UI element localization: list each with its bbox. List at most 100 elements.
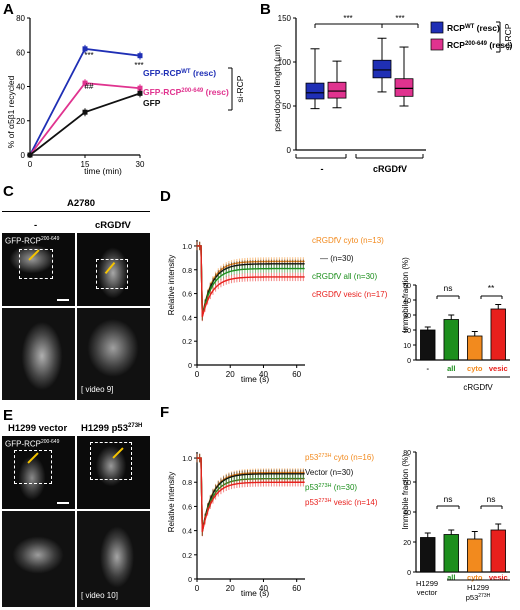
bar-0 (420, 537, 436, 573)
y-tick-label: 0.8 (182, 268, 192, 275)
panel-e-image-bottom-right: [ video 10] (77, 511, 150, 607)
panel-f-group-p53-1: H1299 (467, 583, 489, 592)
panel-f-xlabel: time (s) (241, 588, 270, 598)
y-tick-label: 0 (287, 146, 292, 155)
bar-2 (467, 335, 483, 361)
y-tick-label: 20 (16, 117, 25, 126)
bar-label: vesic (489, 364, 508, 373)
panel-b-group-crgdfv: cRGDfV (373, 164, 407, 174)
panel-d-chart: Relative intensity time (s) 1.0 0.8 0.6 0.4… (167, 236, 510, 392)
y-tick-label: 0.2 (182, 339, 192, 346)
y-tick-label: 0.6 (182, 504, 192, 511)
y-tick-label: 0 (21, 151, 26, 160)
frap-curve-3 (197, 245, 305, 318)
panel-letter-d: D (160, 188, 171, 205)
panel-f-legend-all: p53273H (n=30) (305, 483, 357, 492)
y-tick-label: 0.4 (182, 315, 192, 322)
panel-letter-e: E (3, 407, 14, 424)
y-tick-label: 60 (16, 48, 25, 57)
y-tick-label: 100 (278, 58, 292, 67)
panel-a-sig-200: ## (85, 82, 94, 91)
panel-letter-f: F (160, 404, 170, 421)
bar-0 (420, 329, 436, 361)
panel-a-sig-wt15: *** (84, 51, 93, 60)
y-tick-label: 30 (403, 313, 411, 320)
panel-d-ylabel: Relative intensity (167, 255, 176, 315)
x-tick-label: 40 (259, 584, 268, 593)
panel-a-ylabel: % of α5β1 recycled (6, 75, 16, 148)
panel-e-image-label: GFP-RCP200-649 (5, 439, 60, 449)
frap-curve-1 (197, 457, 305, 532)
panel-b-legend-200: RCP200-649 (resc) (447, 40, 513, 50)
panel-e-image-top-left: GFP-RCP200-649 (2, 436, 75, 509)
x-tick-label: 60 (292, 370, 301, 379)
data-point (137, 85, 143, 91)
panel-a-chart: % of α5β1 recycled time (min) 0 20 40 60 80 0… (6, 14, 245, 176)
panel-d-sig-star: ** (488, 283, 495, 293)
panel-d-legend-all: cRGDfV all (n=30) (312, 272, 377, 281)
panel-d-legend-vesic: cRGDfV vesic (n=17) (312, 290, 388, 299)
data-point (27, 152, 33, 158)
panel-f-group-p53-2: p53273H (466, 593, 491, 602)
panel-letter-c: C (3, 183, 14, 200)
panel-c-image-label: GFP-RCP200-649 (5, 236, 60, 246)
bar-3 (490, 308, 506, 361)
panel-c-image-bottom-right: [ video 9] (77, 308, 150, 400)
panel-e-cond-left: H1299 vector (8, 423, 68, 434)
y-tick-label: 20 (403, 328, 411, 335)
y-tick-label: 40 (403, 510, 411, 517)
x-tick-label: 30 (136, 160, 145, 169)
x-tick-label: 20 (226, 584, 235, 593)
bar-label: - (427, 364, 430, 373)
x-tick-label: 0 (28, 160, 33, 169)
panel-b-sig-2: *** (395, 14, 404, 23)
panel-f-ylabel: Relative intensity (167, 472, 176, 532)
panel-letter-a: A (3, 1, 14, 18)
frap-curve-2 (197, 457, 305, 532)
y-tick-label: 0 (188, 363, 192, 370)
panel-f-legend-vesic: p53273H vesic (n=14) (305, 498, 378, 507)
frap-curve-1 (197, 245, 305, 317)
y-tick-label: 0 (407, 358, 411, 365)
panel-b-legend-swatch-wt (430, 21, 444, 34)
panel-b-ylabel: pseudopod length (μm) (272, 44, 282, 132)
panel-e-cond-right: H1299 p53273H (81, 423, 143, 435)
y-tick-label: 1.0 (182, 244, 192, 251)
y-tick-label: 40 (16, 83, 25, 92)
bar-2 (467, 538, 483, 573)
panel-e-video-label: [ video 10] (81, 591, 118, 600)
panel-c-video-label: [ video 9] (81, 385, 114, 394)
box (327, 81, 347, 99)
box (394, 78, 414, 97)
bar-label: all (447, 364, 455, 373)
panel-d-legend-cyto: cRGDfV cyto (n=13) (312, 236, 384, 245)
panel-d-bar-ylabel: Immobile fraction (%) (401, 257, 410, 333)
bar-label: cyto (467, 573, 483, 582)
panel-c-cond-right: cRGDfV (95, 220, 131, 231)
panel-e-image-bottom-left (2, 511, 75, 607)
y-tick-label: 80 (403, 450, 411, 457)
panel-a-sig-wt30: *** (134, 61, 143, 70)
bar-label: all (447, 573, 455, 582)
x-tick-label: 15 (81, 160, 90, 169)
panel-f-sig-ns-2: ns (487, 494, 496, 504)
panel-f-legend-vector: Vector (n=30) (305, 468, 354, 477)
y-tick-label: 0.2 (182, 553, 192, 560)
panel-a-legend-200: GFP-RCP200-649 (resc) (143, 87, 229, 97)
panel-c-image-bottom-left (2, 308, 75, 400)
x-tick-label: 0 (195, 584, 200, 593)
panel-c-cond-left: - (34, 220, 38, 231)
y-tick-label: 0.8 (182, 480, 192, 487)
panel-f-chart: Relative intensity time (s) 1.0 0.8 0.6 0.4… (167, 450, 510, 602)
panel-c-header-line (2, 211, 150, 212)
data-point (137, 53, 143, 59)
panel-d-sig-ns: ns (444, 283, 453, 293)
panel-c-header: A2780 (67, 198, 95, 209)
bar-1 (443, 534, 459, 573)
y-tick-label: 0 (407, 570, 411, 577)
data-point (82, 109, 88, 115)
x-tick-label: 60 (292, 584, 301, 593)
data-point (82, 46, 88, 52)
series-line-1 (29, 82, 141, 156)
